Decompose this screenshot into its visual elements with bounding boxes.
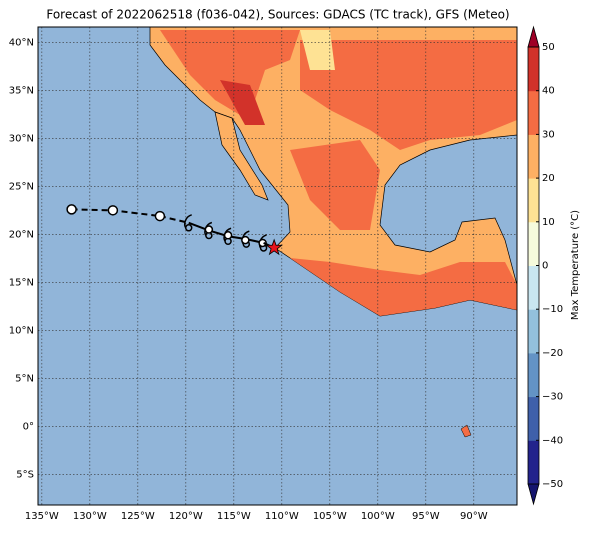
colorbar-tick-label: −10: [542, 304, 563, 315]
grid: 135°W 130°W 125°W 120°W 115°W 110°W 105°W 100°W…: [9, 27, 517, 522]
colorbar-tick-label: 50: [542, 42, 555, 53]
track-point: [107, 205, 119, 216]
x-tick-label: 120°W: [169, 511, 203, 522]
map-area: [38, 26, 518, 505]
y-tick-label: 10°N: [9, 325, 34, 336]
colorbar-tick-label: 40: [542, 86, 555, 97]
forecast-point: [258, 238, 267, 248]
colorbar-bin: [528, 396, 539, 441]
y-tick-label: 35°N: [9, 85, 34, 96]
y-tick-label: 15°N: [9, 277, 34, 288]
mild-region: [300, 30, 335, 70]
colorbar: −50 −40 −30 −20 −10 0 10 20 30 40 50: [527, 25, 563, 506]
colorbar-tick-label: −50: [542, 479, 563, 490]
colorbar-bin: [528, 134, 539, 179]
x-tick-label: 90°W: [460, 511, 488, 522]
y-tick-label: 30°N: [9, 133, 34, 144]
x-tick-label: 100°W: [361, 511, 395, 522]
colorbar-bin: [528, 309, 539, 354]
very-hot-region: [220, 80, 265, 125]
x-tick-label: 105°W: [313, 511, 347, 522]
colorbar-bin: [528, 440, 539, 485]
y-tick-label: 25°N: [9, 181, 34, 192]
hot-region: [290, 258, 517, 316]
y-tick-label: 40°N: [9, 37, 34, 48]
current-position: [265, 238, 283, 256]
x-tick-label: 115°W: [217, 511, 251, 522]
colorbar-tick-label: 10: [542, 217, 555, 228]
x-tick-label: 130°W: [73, 511, 107, 522]
track-point: [66, 204, 77, 215]
hot-region: [160, 30, 300, 115]
map-frame: [37, 26, 518, 506]
hurricane-symbol: [184, 214, 193, 232]
x-tick-label: 95°W: [412, 511, 440, 522]
y-tick-label: 20°N: [9, 229, 34, 240]
colorbar-bin: [528, 221, 539, 266]
colorbar-bin: [528, 90, 539, 135]
colorbar-bin: [528, 352, 539, 398]
hot-region: [290, 140, 380, 230]
forecast-point: [204, 225, 214, 234]
colorbar-under: [527, 483, 540, 506]
colorbar-tick-label: 0: [542, 261, 548, 272]
x-tick-label: 135°W: [25, 511, 59, 522]
y-tick-label: 5°N: [15, 373, 34, 384]
colorbar-tick-label: −40: [542, 435, 563, 446]
land-baja: [214, 111, 269, 201]
colorbar-tick-label: −30: [542, 392, 563, 403]
hot-region: [300, 40, 517, 150]
colorbar-tick-label: 30: [542, 129, 555, 140]
colorbar-over: [527, 25, 540, 48]
forecast-point: [241, 235, 250, 245]
colorbar-bin: [528, 265, 539, 310]
colorbar-tick-label: 20: [542, 173, 555, 184]
track: [66, 204, 283, 256]
colorbar-bin: [528, 178, 539, 223]
y-tick-label: 0°: [23, 421, 34, 432]
colorbar-bin: [528, 47, 539, 92]
track-point: [154, 210, 166, 222]
x-tick-label: 125°W: [121, 511, 155, 522]
colorbar-tick-label: −20: [542, 348, 563, 359]
title: Forecast of 2022062518 (f036-042), Sourc…: [46, 8, 509, 22]
y-tick-label: 5°S: [16, 469, 34, 480]
forecast-point: [223, 231, 233, 240]
colorbar-label: Max Temperature (°C): [570, 210, 581, 320]
x-tick-label: 110°W: [265, 511, 299, 522]
